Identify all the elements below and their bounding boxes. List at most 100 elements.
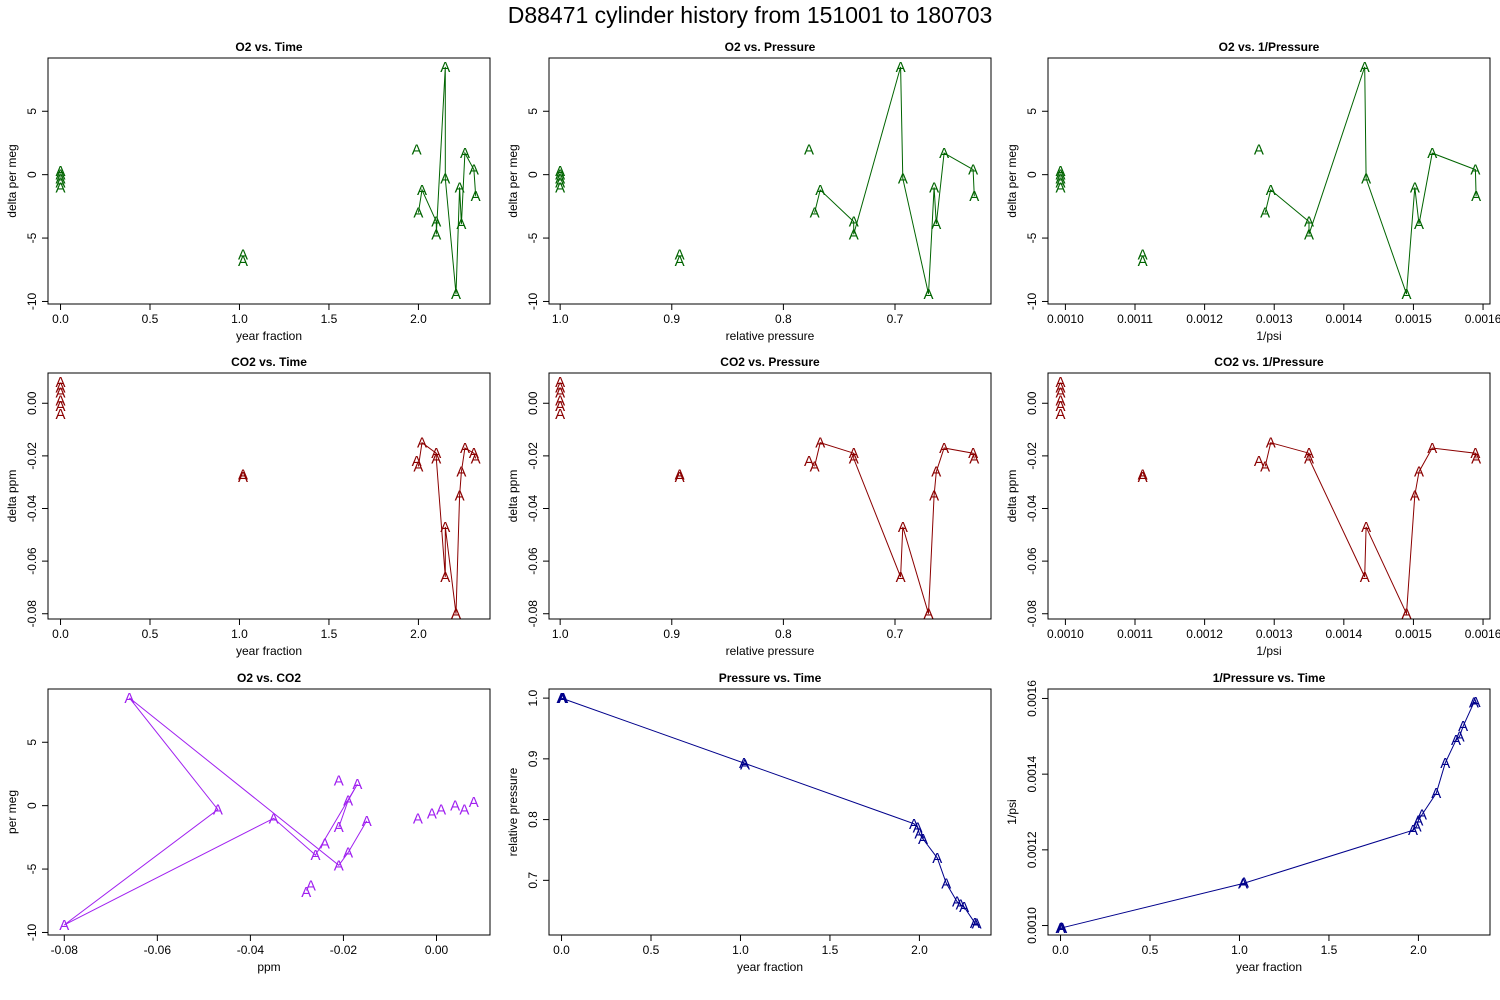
data-point: A: [555, 179, 565, 196]
data-point: A: [440, 519, 450, 536]
data-point: A: [1260, 205, 1270, 222]
x-axis-label: relative pressure: [726, 329, 815, 343]
data-point: A: [460, 145, 470, 162]
series-line: [417, 66, 477, 294]
y-tick-label: 0.0012: [1025, 831, 1039, 868]
data-point: A: [213, 801, 223, 818]
chart-panel-5: CO2 vs. Pressure 1.0 0.9 0.8 0.7 -0.08 -0.06 -0…: [506, 355, 992, 658]
data-point: A: [1056, 174, 1066, 191]
y-axis-label: delta ppm: [506, 470, 520, 523]
x-tick-label: 0.0: [1052, 943, 1069, 957]
x-tick-label: 0.0011: [1117, 312, 1153, 326]
main-title: D88471 cylinder history from 151001 to 1…: [508, 2, 993, 28]
data-point: A: [413, 458, 423, 475]
plot-frame: [548, 57, 992, 305]
panels: O2 vs. Time 0.0 0.5 1.0 1.5 2.0 -10 -5 0 5 year fr…: [5, 40, 1500, 974]
data-point: A: [896, 569, 906, 586]
x-tick-label: 1.5: [1321, 943, 1338, 957]
x-tick-label: 0.0012: [1186, 627, 1223, 641]
data-point: A: [555, 163, 565, 180]
data-point: A: [815, 435, 825, 452]
data-point: A: [455, 179, 465, 196]
y-tick-label: 0.00: [526, 391, 540, 415]
y-tick-label: 0: [25, 171, 39, 178]
data-point: A: [1471, 188, 1481, 205]
x-tick-label: 0.0014: [1325, 312, 1362, 326]
data-point: A: [969, 188, 979, 205]
x-tick-label: 2.0: [1410, 943, 1427, 957]
x-tick-label: 1.0: [732, 943, 749, 957]
chart-panel-7: O2 vs. CO2 -0.08 -0.06 -0.04 -0.02 0.00 -10 -5 0…: [5, 671, 491, 974]
x-tick-label: 0.0: [553, 943, 570, 957]
x-tick-label: -0.06: [144, 943, 172, 957]
y-tick-label: -0.02: [1025, 442, 1039, 470]
x-tick-label: 1.0: [552, 312, 569, 326]
data-point: A: [1471, 694, 1481, 711]
data-point: A: [675, 466, 685, 483]
data-point: A: [815, 182, 825, 199]
data-point: A: [1417, 807, 1427, 824]
data-point: A: [56, 374, 66, 391]
x-tick-label: 0.0013: [1256, 312, 1293, 326]
y-tick-label: -0.06: [526, 547, 540, 575]
y-tick-label: -5: [1025, 232, 1039, 243]
data-point: A: [238, 469, 248, 486]
y-tick-label: -0.06: [25, 547, 39, 575]
data-point: A: [1138, 469, 1148, 486]
data-point: A: [1304, 445, 1314, 462]
plot-frame: [1047, 688, 1491, 936]
data-point: A: [301, 884, 311, 901]
chart-panel-8: Pressure vs. Time 0.0 0.5 1.0 1.5 2.0 0.7 0.8 0.…: [506, 671, 992, 974]
data-point: A: [929, 487, 939, 504]
y-tick-label: 1.0: [526, 689, 540, 706]
data-point: A: [238, 253, 248, 270]
data-point: A: [968, 445, 978, 462]
data-point: A: [1360, 569, 1370, 586]
series-line: [814, 66, 975, 295]
y-tick-label: -5: [25, 863, 39, 874]
x-tick-label: 0.5: [142, 627, 159, 641]
data-point: A: [972, 915, 982, 932]
series-line: [1264, 66, 1477, 295]
x-tick-label: -0.04: [237, 943, 265, 957]
data-point: A: [555, 385, 565, 402]
data-point: A: [343, 793, 353, 810]
data-point: A: [56, 170, 66, 187]
data-point: A: [555, 167, 565, 184]
data-point: A: [849, 214, 859, 231]
x-axis-label: year fraction: [236, 329, 302, 343]
data-point: A: [923, 606, 933, 623]
y-tick-label: 5: [1025, 108, 1039, 115]
data-point: A: [238, 247, 248, 264]
data-point: A: [555, 170, 565, 187]
data-point: A: [1304, 451, 1314, 468]
panel-title: O2 vs. CO2: [237, 671, 301, 685]
y-tick-label: -0.04: [1025, 494, 1039, 522]
data-point: A: [471, 188, 481, 205]
chart-panel-4: CO2 vs. Time 0.0 0.5 1.0 1.5 2.0 -0.08 -0.06 -0.…: [5, 355, 491, 658]
data-point: A: [471, 451, 481, 468]
data-point: A: [1056, 398, 1066, 415]
y-axis-label: relative pressure: [506, 767, 520, 856]
data-point: A: [334, 857, 344, 874]
x-axis-label: year fraction: [737, 960, 803, 974]
data-point: A: [1138, 253, 1148, 270]
data-point: A: [469, 445, 479, 462]
data-point: A: [1413, 812, 1423, 829]
panel-title: CO2 vs. Time: [231, 355, 307, 369]
x-tick-label: 0.0012: [1186, 312, 1223, 326]
data-point: A: [1455, 728, 1465, 745]
data-point: A: [1056, 385, 1066, 402]
data-point: A: [914, 826, 924, 843]
data-point: A: [1458, 718, 1468, 735]
data-point: A: [460, 440, 470, 457]
x-tick-label: 0.7: [887, 627, 904, 641]
data-point: A: [455, 487, 465, 504]
data-point: A: [451, 286, 461, 303]
data-point: A: [334, 819, 344, 836]
plot-frame: [548, 372, 992, 620]
data-point: A: [352, 776, 362, 793]
panel-title: CO2 vs. Pressure: [720, 355, 820, 369]
